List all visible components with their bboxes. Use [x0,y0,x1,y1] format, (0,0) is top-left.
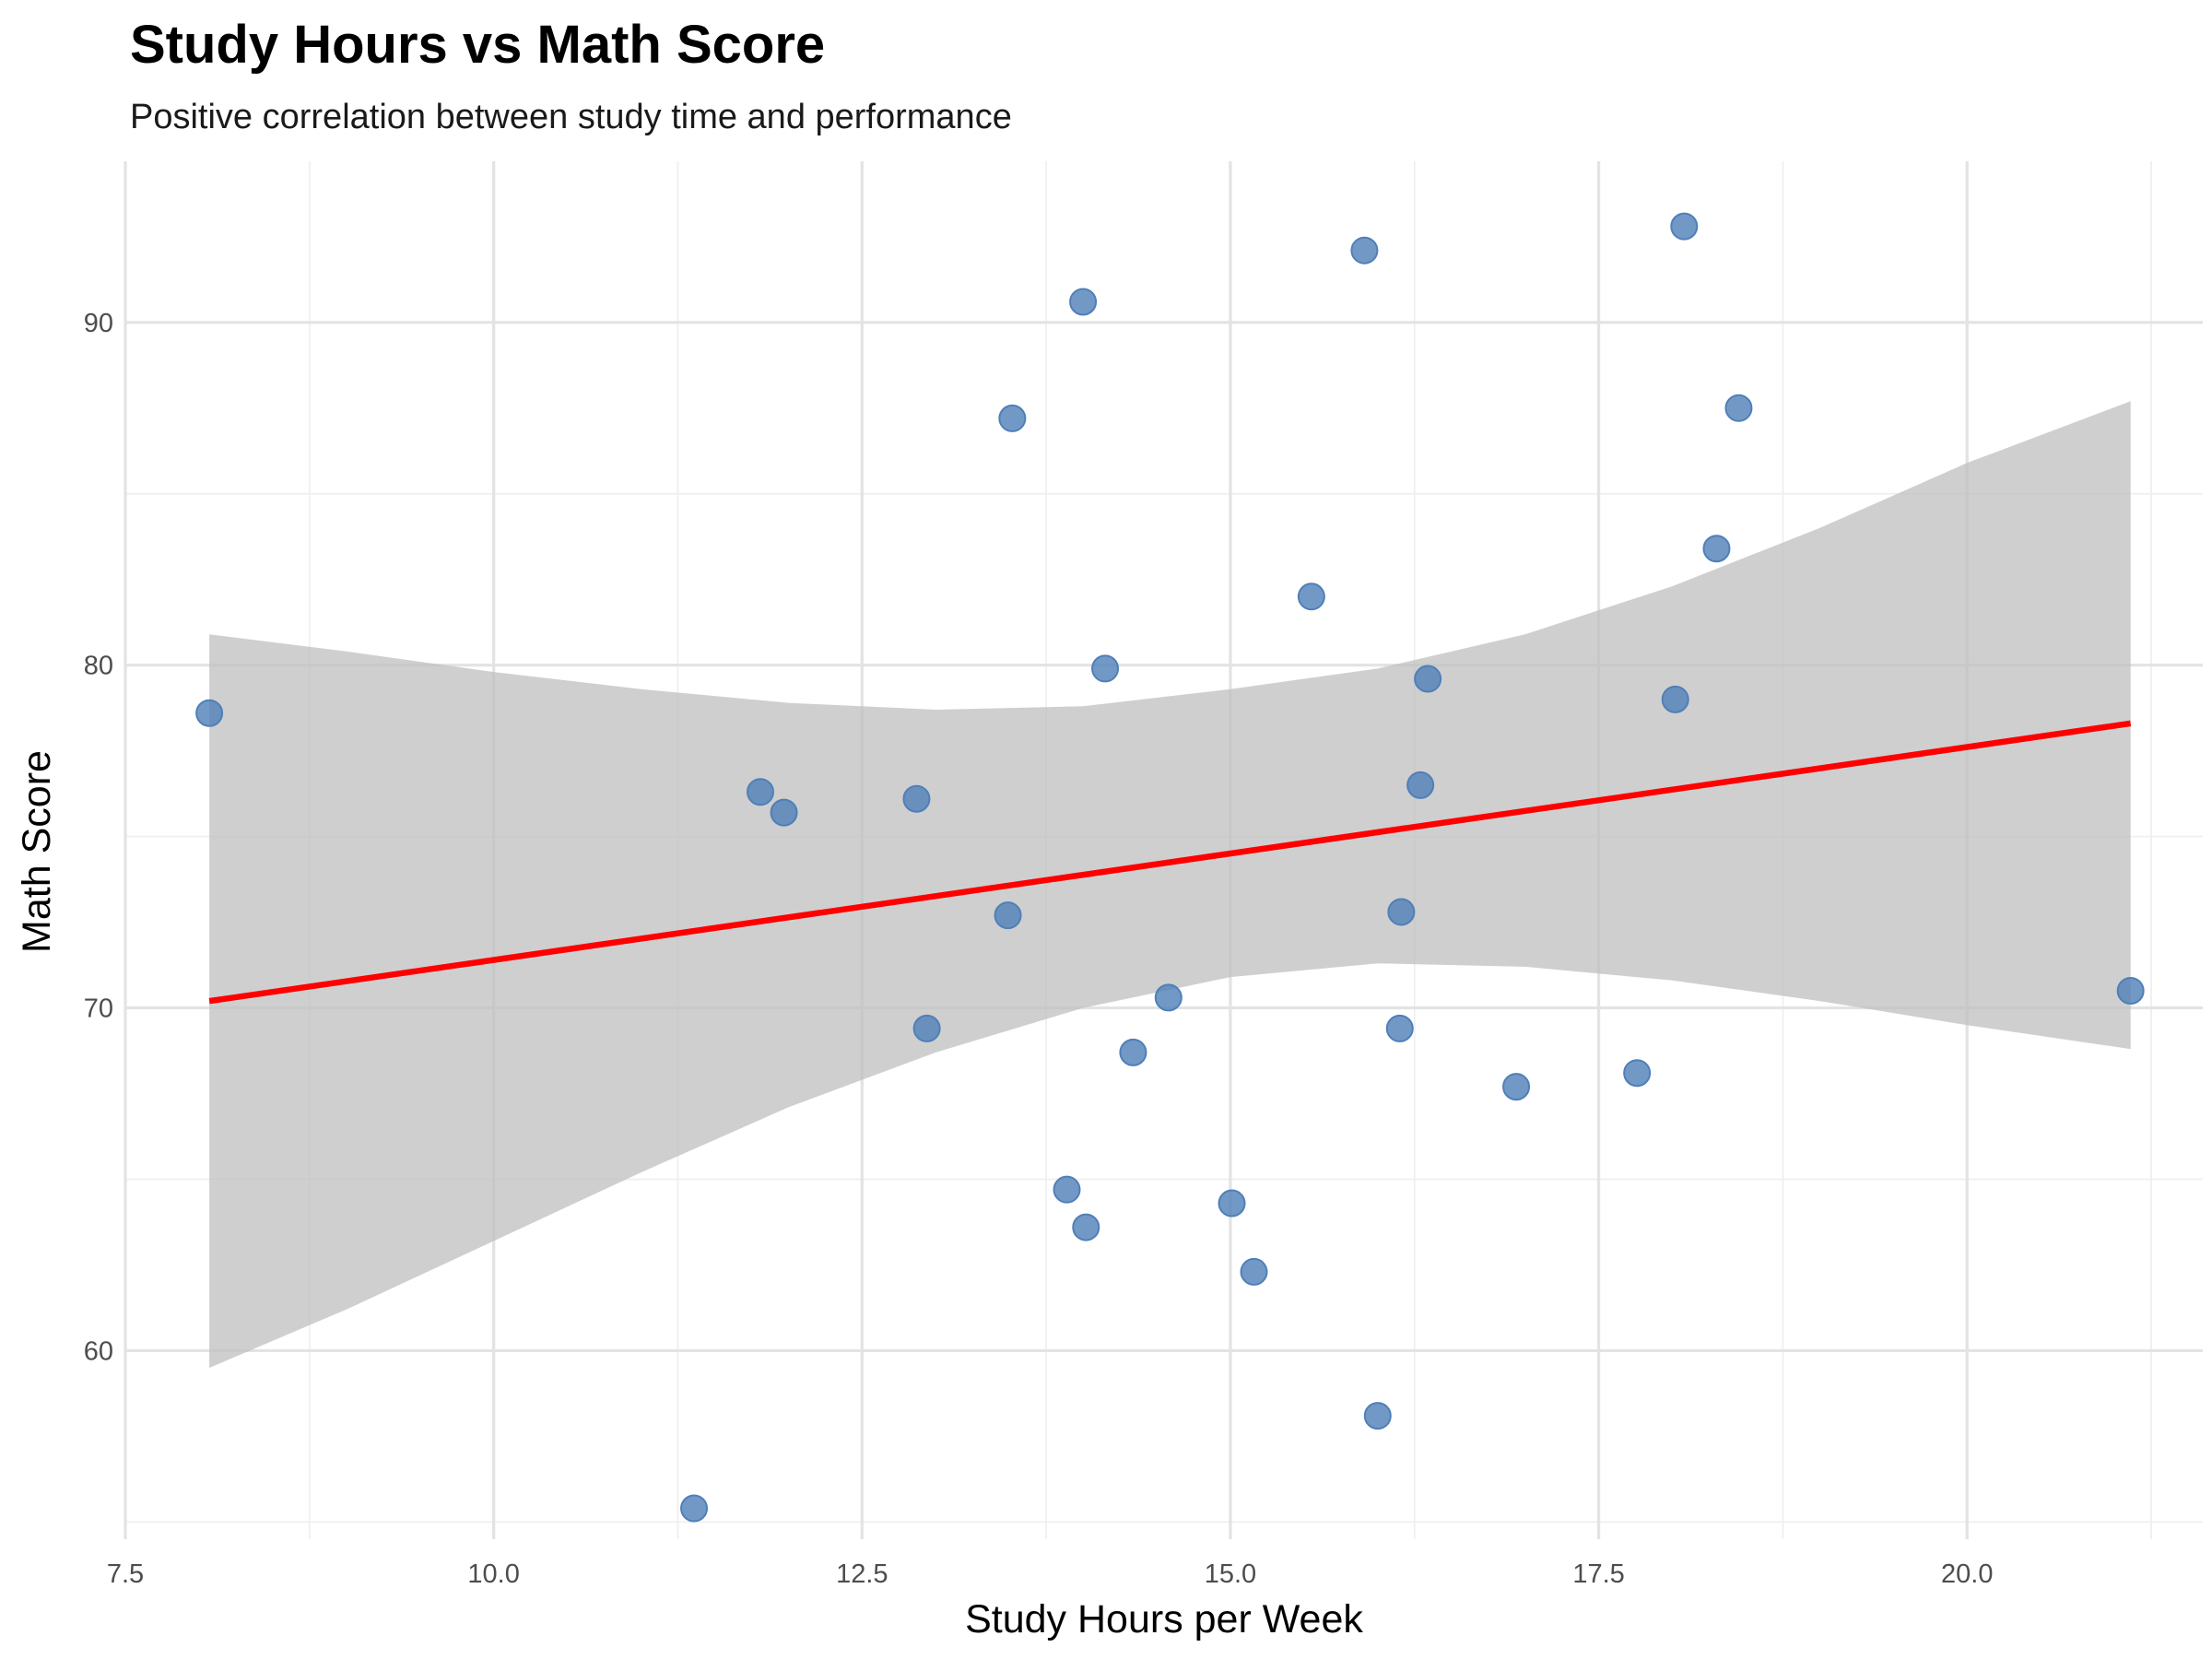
data-point [1724,394,1753,422]
data-point [994,901,1022,930]
data-point [2116,976,2145,1005]
data-point [1053,1175,1081,1204]
y-axis-ticks: 60 70 80 90 [84,309,113,1367]
y-tick-label: 80 [84,652,113,681]
data-point [746,778,774,806]
data-point [1414,665,1442,693]
x-tick-label: 12.5 [836,1559,888,1589]
confidence-band-layer [209,401,2131,1369]
data-point [998,404,1027,432]
trend-line-layer [208,720,2132,1005]
data-point [1702,535,1731,563]
x-tick-label: 10.0 [467,1559,519,1589]
data-point [1363,1402,1392,1430]
x-axis-ticks: 7.5 10.0 12.5 15.0 17.5 20.0 [107,1559,1994,1589]
x-tick-label: 15.0 [1205,1559,1256,1589]
confidence-band [209,401,2131,1369]
data-point [1661,685,1689,713]
x-tick-label: 7.5 [107,1559,144,1589]
x-tick-label: 17.5 [1572,1559,1624,1589]
data-points [195,212,2145,1523]
data-point [1297,582,1325,611]
data-point [1119,1038,1147,1066]
data-point [1154,983,1182,1012]
data-point [195,699,224,727]
x-tick-label: 20.0 [1941,1559,1993,1589]
trend-line [208,720,2132,1005]
y-tick-label: 90 [84,309,113,338]
x-axis-title: Study Hours per Week [965,1597,1363,1641]
y-axis-title: Math Score [15,750,59,953]
data-point [680,1494,709,1523]
data-point [902,784,931,813]
data-point [1091,654,1120,683]
data-point [1670,212,1699,241]
data-point [1406,771,1435,799]
data-point [1350,236,1379,265]
plot-area [124,161,2203,1539]
data-point [1218,1189,1246,1218]
data-point [1387,898,1416,926]
data-point [1240,1257,1268,1286]
data-point [1623,1059,1652,1088]
data-point [912,1014,941,1042]
data-point [770,798,798,827]
data-point [1502,1073,1531,1101]
data-point [1385,1014,1414,1042]
data-point [1072,1213,1100,1241]
chart-title: Study Hours vs Math Score [130,15,825,75]
chart-subtitle: Positive correlation between study time … [130,98,1012,136]
y-tick-label: 60 [84,1336,113,1366]
data-point [1069,288,1098,316]
y-tick-label: 70 [84,994,113,1024]
